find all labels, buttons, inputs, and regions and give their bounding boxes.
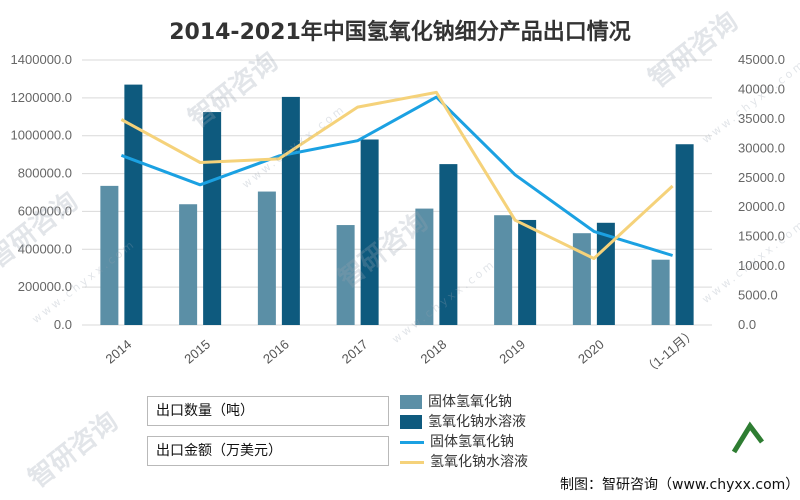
y-right-tick-label: 35000.0	[738, 111, 785, 126]
recycle-logo-icon	[554, 392, 783, 454]
bar	[572, 233, 591, 325]
bar	[100, 185, 119, 325]
y-right-tick-label: 0.0	[738, 317, 756, 332]
legend-item-solution-line: 氢氧化钠水溶液	[400, 453, 528, 471]
legend-row-label: 出口金额（万美元）	[156, 443, 282, 459]
x-tick-label: （1-11月）	[640, 325, 699, 378]
x-tick-label: 2014	[103, 337, 135, 367]
series-line	[120, 90, 674, 260]
bars	[100, 84, 694, 326]
y-right-tick-label: 15000.0	[738, 229, 785, 244]
legend-swatch	[400, 440, 424, 444]
chart-source-credit: 制图：智研咨询（www.chyxx.com）	[560, 477, 800, 493]
legend-item-solution-bar: 氢氧化钠水溶液	[400, 413, 526, 431]
y-left-tick-label: 0.0	[54, 317, 72, 332]
bar	[651, 259, 670, 325]
chart-title: 2014-2021年中国氢氧化钠细分产品出口情况	[169, 20, 631, 45]
y-right-tick-label: 30000.0	[738, 140, 785, 155]
legend-label: 固体氢氧化钠	[430, 434, 514, 450]
y-axis-right: 0.0 5000.0 10000.0 15000.0 20000.0 25000.0 300…	[738, 52, 785, 332]
y-left-tick-label: 800000.0	[18, 166, 72, 181]
bar	[360, 139, 379, 325]
y-right-tick-label: 5000.0	[738, 288, 778, 303]
bar	[675, 144, 694, 325]
bar	[124, 84, 143, 325]
legend-swatch	[400, 415, 422, 429]
y-left-tick-label: 600000.0	[18, 203, 72, 218]
legend-label: 固体氢氧化钠	[428, 394, 512, 410]
legend-item-solid-bar: 固体氢氧化钠	[400, 393, 512, 411]
recycle-logo: HUISHOUREN	[548, 392, 790, 492]
y-right-tick-label: 45000.0	[738, 52, 785, 67]
legend-swatch	[400, 395, 422, 409]
x-tick-label: 2016	[260, 337, 292, 367]
legend-row-amount: 出口金额（万美元）	[147, 436, 389, 466]
y-right-tick-label: 20000.0	[738, 199, 785, 214]
logo-text: HUISHOUREN	[608, 472, 730, 489]
y-left-tick-label: 400000.0	[18, 241, 72, 256]
bar	[336, 225, 355, 325]
bar	[281, 96, 300, 326]
y-left-tick-label: 1200000.0	[11, 90, 72, 105]
lines	[120, 90, 674, 260]
legend-label: 氢氧化钠水溶液	[430, 454, 528, 470]
bar	[257, 191, 276, 325]
y-left-tick-label: 200000.0	[18, 279, 72, 294]
x-tick-label: 2019	[496, 337, 528, 367]
x-tick-label: 2018	[418, 337, 450, 367]
legend-label: 氢氧化钠水溶液	[428, 414, 526, 430]
y-axis-left: 0.0 200000.0 400000.0 600000.0 800000.0 10000…	[11, 52, 72, 332]
x-tick-label: 2017	[339, 337, 371, 367]
legend-item-solid-line: 固体氢氧化钠	[400, 433, 514, 451]
bar	[415, 208, 434, 325]
bar	[596, 222, 615, 325]
legend-swatch	[400, 460, 424, 464]
bar	[439, 164, 458, 325]
series-line	[120, 95, 674, 257]
y-right-tick-label: 10000.0	[738, 258, 785, 273]
bar	[494, 215, 513, 325]
bar	[203, 112, 222, 325]
legend-row-quantity: 出口数量（吨）	[147, 396, 389, 426]
x-tick-label: 2015	[181, 337, 213, 367]
bar	[179, 204, 198, 325]
y-right-tick-label: 40000.0	[738, 81, 785, 96]
x-tick-label: 2020	[575, 337, 607, 367]
y-left-tick-label: 1000000.0	[11, 128, 72, 143]
legend-row-label: 出口数量（吨）	[156, 403, 254, 419]
bar	[518, 219, 537, 325]
y-right-tick-label: 25000.0	[738, 170, 785, 185]
y-left-tick-label: 1400000.0	[11, 52, 72, 67]
